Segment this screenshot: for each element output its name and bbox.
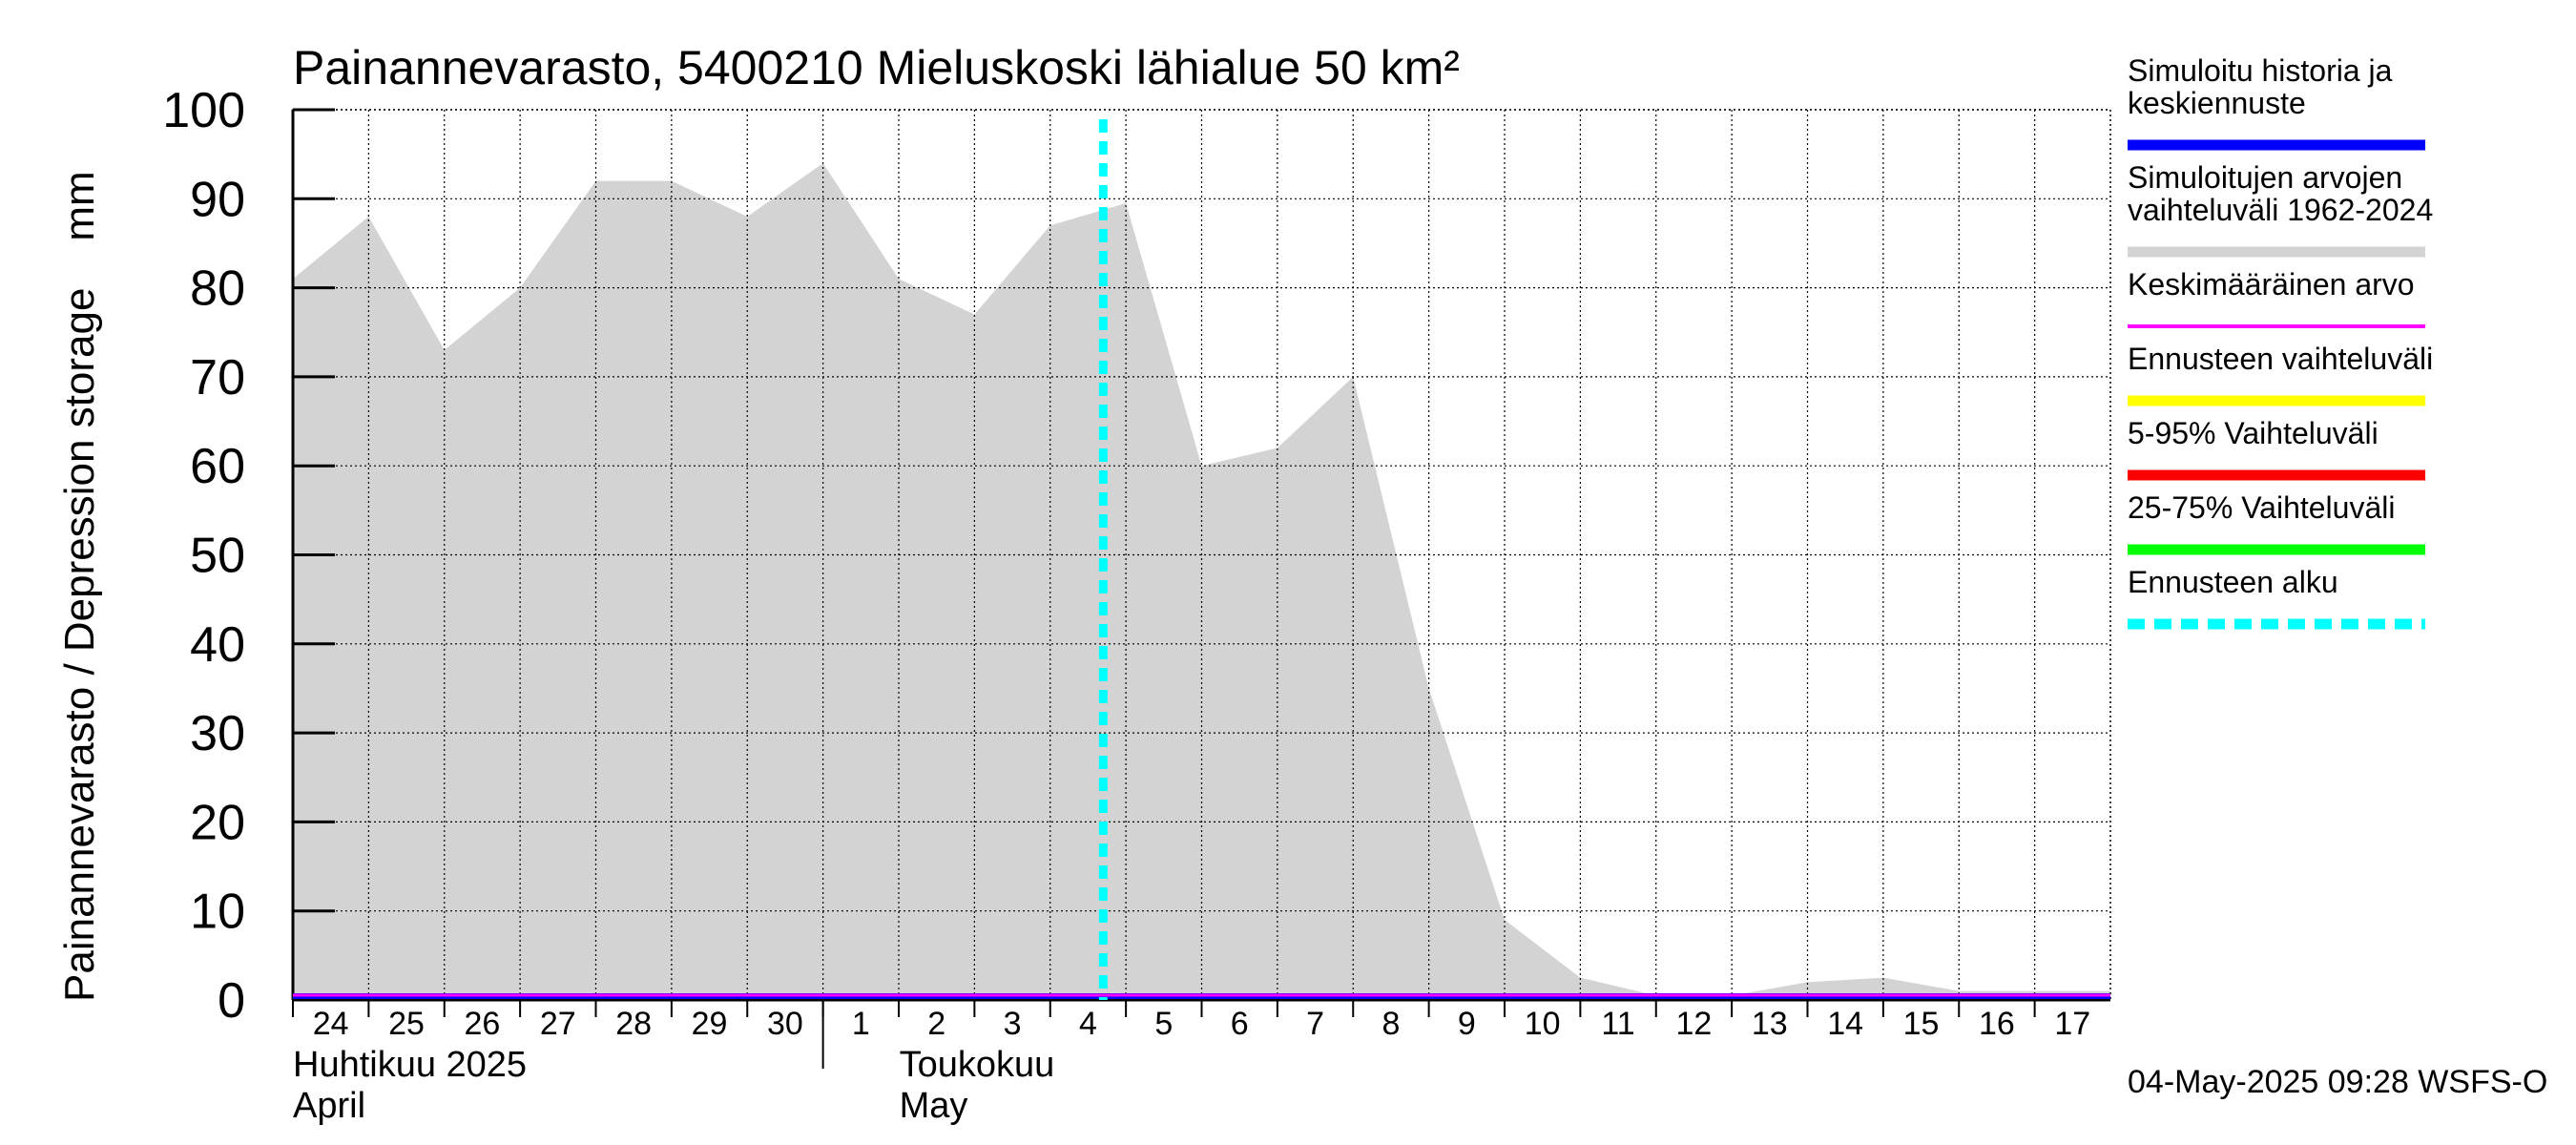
footer-timestamp: 04-May-2025 09:28 WSFS-O <box>2128 1064 2547 1100</box>
x-tick-label: 10 <box>1525 1006 1561 1042</box>
legend-label: Ennusteen vaihteluväli <box>2128 342 2433 376</box>
y-tick-label: 30 <box>190 706 245 761</box>
x-tick-label: 3 <box>1004 1006 1022 1042</box>
y-tick-label: 60 <box>190 439 245 494</box>
y-tick-label: 100 <box>162 83 245 138</box>
y-tick-label: 50 <box>190 529 245 584</box>
y-tick-label: 0 <box>218 973 245 1029</box>
legend-label: 25-75% Vaihteluväli <box>2128 490 2395 525</box>
legend-label: Simuloitu historia ja <box>2128 53 2393 88</box>
y-tick-label: 10 <box>190 885 245 940</box>
legend-label: Ennusteen alku <box>2128 565 2338 599</box>
x-tick-label: 25 <box>388 1006 425 1042</box>
legend-label: 5-95% Vaihteluväli <box>2128 416 2379 450</box>
y-tick-label: 90 <box>190 172 245 227</box>
chart-title: Painannevarasto, 5400210 Mieluskoski läh… <box>293 41 1460 94</box>
legend-label: vaihteluväli 1962-2024 <box>2128 193 2433 227</box>
x-tick-label: 4 <box>1079 1006 1097 1042</box>
month-label-fi: Toukokuu <box>900 1045 1055 1085</box>
y-tick-label: 40 <box>190 617 245 673</box>
legend-label: Simuloitujen arvojen <box>2128 160 2402 195</box>
x-tick-label: 1 <box>852 1006 870 1042</box>
x-tick-label: 5 <box>1154 1006 1173 1042</box>
y-tick-label: 80 <box>190 261 245 317</box>
x-tick-label: 2 <box>927 1006 945 1042</box>
x-tick-label: 9 <box>1458 1006 1476 1042</box>
y-axis-label: Painannevarasto / Depression storage mm <box>56 171 103 1002</box>
legend-label: Keskimääräinen arvo <box>2128 267 2415 302</box>
month-label-en: April <box>293 1086 365 1126</box>
x-tick-label: 17 <box>2054 1006 2090 1042</box>
x-tick-label: 29 <box>692 1006 728 1042</box>
x-tick-label: 6 <box>1231 1006 1249 1042</box>
x-tick-label: 27 <box>540 1006 576 1042</box>
month-label-en: May <box>900 1086 968 1126</box>
x-tick-label: 14 <box>1827 1006 1863 1042</box>
x-tick-label: 28 <box>615 1006 652 1042</box>
y-tick-label: 20 <box>190 795 245 850</box>
x-tick-label: 26 <box>465 1006 501 1042</box>
x-tick-label: 8 <box>1381 1006 1400 1042</box>
x-tick-label: 15 <box>1903 1006 1940 1042</box>
x-tick-label: 13 <box>1752 1006 1788 1042</box>
y-tick-label: 70 <box>190 350 245 406</box>
x-tick-label: 12 <box>1676 1006 1713 1042</box>
legend-label: keskiennuste <box>2128 86 2306 120</box>
x-tick-label: 16 <box>1979 1006 2015 1042</box>
x-tick-label: 11 <box>1601 1006 1634 1042</box>
x-tick-label: 7 <box>1306 1006 1324 1042</box>
x-tick-label: 24 <box>313 1006 349 1042</box>
month-label-fi: Huhtikuu 2025 <box>293 1045 527 1085</box>
x-tick-label: 30 <box>767 1006 803 1042</box>
